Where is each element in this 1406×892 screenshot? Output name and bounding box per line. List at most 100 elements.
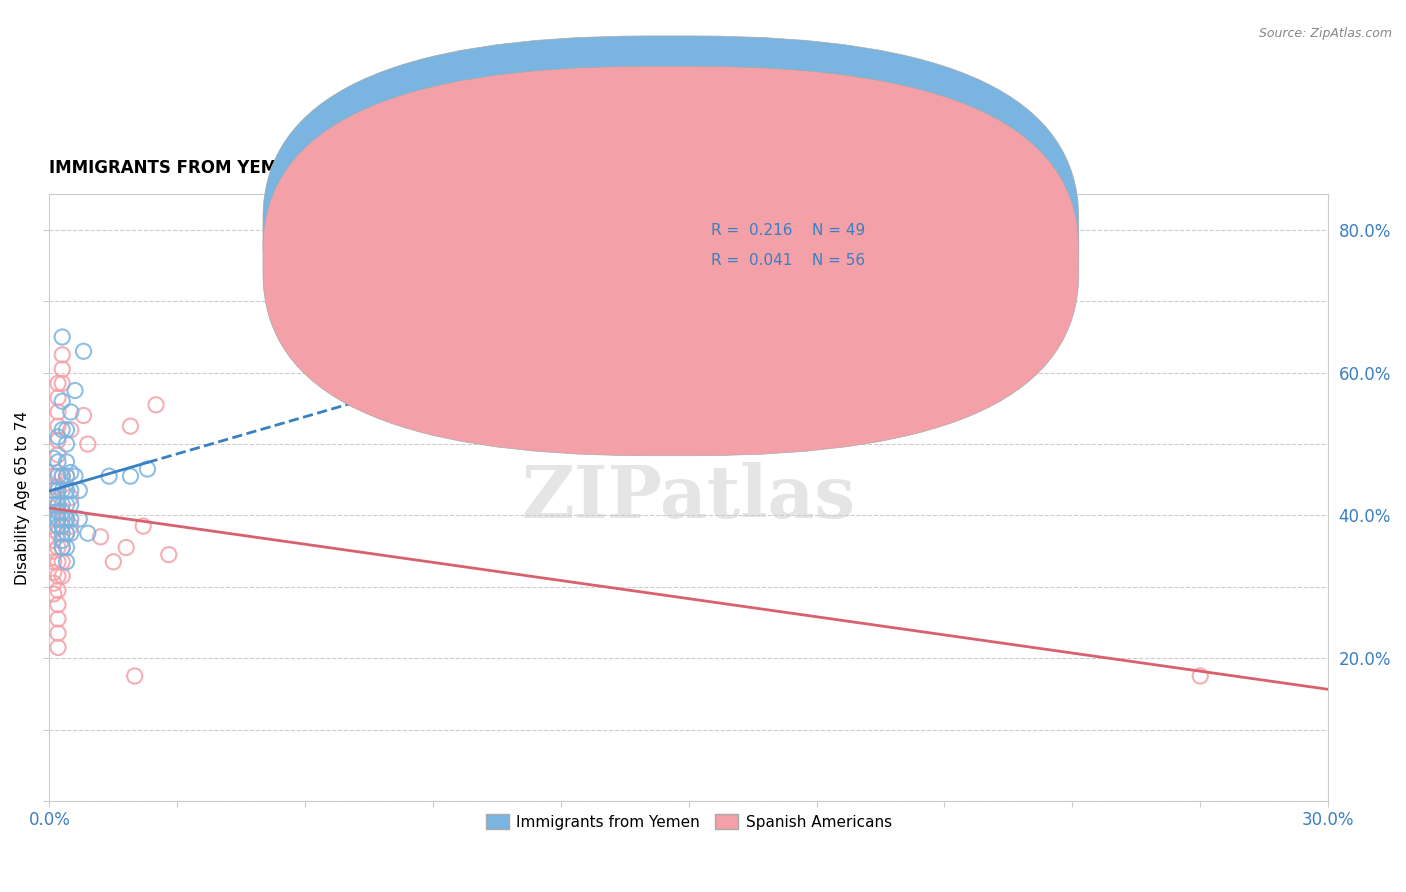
Point [55, 555, 77, 569]
Point [51, 498, 73, 512]
Point [42, 566, 65, 580]
Point [46, 505, 69, 519]
Point [55, 526, 77, 541]
Point [42, 491, 65, 505]
Point [46, 519, 69, 533]
Point [51, 469, 73, 483]
Point [59, 483, 82, 498]
Point [55, 541, 77, 555]
Point [51, 541, 73, 555]
Point [42, 544, 65, 558]
Point [46, 434, 69, 448]
Point [51, 394, 73, 409]
Point [46, 541, 69, 555]
Point [46, 498, 69, 512]
Point [51, 519, 73, 533]
Point [63, 384, 86, 398]
Text: R =  0.041    N = 56: R = 0.041 N = 56 [710, 253, 865, 268]
Point [46, 391, 69, 405]
Point [59, 512, 82, 526]
Point [76, 526, 98, 541]
Point [51, 483, 73, 498]
Point [46, 512, 69, 526]
Point [42, 555, 65, 569]
Point [59, 519, 82, 533]
Point [42, 501, 65, 516]
Point [51, 533, 73, 548]
Point [46, 640, 69, 655]
Text: ZIPatlas: ZIPatlas [522, 462, 856, 533]
Point [51, 555, 73, 569]
Point [63, 469, 86, 483]
Point [42, 533, 65, 548]
Point [42, 451, 65, 466]
Point [55, 423, 77, 437]
Point [59, 526, 82, 541]
Point [42, 576, 65, 591]
Point [46, 448, 69, 462]
Point [42, 523, 65, 537]
Point [42, 480, 65, 494]
Point [46, 583, 69, 598]
Point [55, 526, 77, 541]
Point [46, 480, 69, 494]
Point [51, 569, 73, 583]
Point [51, 505, 73, 519]
Point [51, 526, 73, 541]
Point [59, 405, 82, 419]
Point [46, 405, 69, 419]
Point [103, 555, 125, 569]
Point [42, 587, 65, 601]
Point [46, 455, 69, 469]
Point [55, 512, 77, 526]
Point [42, 498, 65, 512]
Point [59, 466, 82, 480]
Point [46, 569, 69, 583]
Point [59, 498, 82, 512]
Point [55, 498, 77, 512]
FancyBboxPatch shape [263, 66, 1078, 456]
Legend: Immigrants from Yemen, Spanish Americans: Immigrants from Yemen, Spanish Americans [479, 807, 898, 836]
Text: Source: ZipAtlas.com: Source: ZipAtlas.com [1258, 27, 1392, 40]
Point [51, 423, 73, 437]
Point [145, 398, 167, 412]
Point [120, 419, 142, 434]
Point [46, 598, 69, 612]
Point [46, 430, 69, 444]
Point [46, 498, 69, 512]
Point [115, 541, 138, 555]
Point [1189, 669, 1212, 683]
FancyBboxPatch shape [624, 206, 957, 292]
Point [76, 437, 98, 451]
Point [72, 344, 94, 359]
Point [51, 376, 73, 391]
Point [67, 512, 90, 526]
Point [59, 491, 82, 505]
Text: R =  0.216    N = 49: R = 0.216 N = 49 [710, 223, 865, 238]
Point [59, 423, 82, 437]
Point [51, 330, 73, 344]
Point [120, 469, 142, 483]
Point [46, 612, 69, 626]
Point [46, 626, 69, 640]
Point [90, 530, 112, 544]
Point [55, 469, 77, 483]
Point [124, 669, 146, 683]
Point [46, 555, 69, 569]
Point [42, 469, 65, 483]
Point [51, 519, 73, 533]
Point [51, 541, 73, 555]
Point [55, 469, 77, 483]
Point [42, 512, 65, 526]
Point [136, 462, 159, 476]
Point [98, 469, 121, 483]
Point [46, 512, 69, 526]
Point [46, 469, 69, 483]
Point [51, 512, 73, 526]
Point [51, 469, 73, 483]
Text: IMMIGRANTS FROM YEMEN VS SPANISH AMERICAN DISABILITY AGE 65 TO 74 CORRELATION CH: IMMIGRANTS FROM YEMEN VS SPANISH AMERICA… [49, 160, 973, 178]
Point [55, 512, 77, 526]
Point [51, 362, 73, 376]
Point [132, 519, 155, 533]
Point [46, 376, 69, 391]
